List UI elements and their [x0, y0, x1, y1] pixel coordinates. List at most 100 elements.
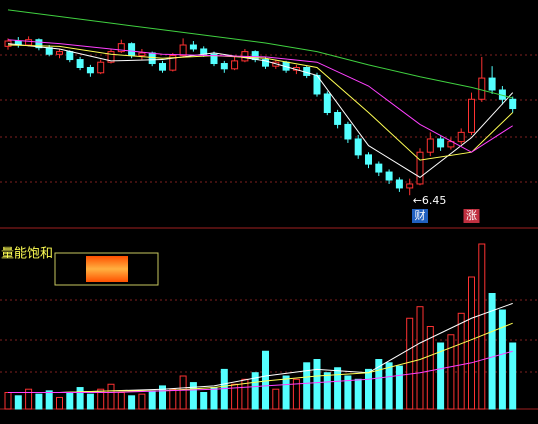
candle-body — [138, 52, 146, 57]
volume-bar — [97, 388, 105, 410]
volume-bar — [395, 365, 403, 410]
candle-body — [365, 154, 372, 165]
candle-body — [35, 39, 43, 49]
volume-bar — [303, 362, 311, 410]
tag: 涨 — [466, 209, 477, 222]
volume-bar — [272, 388, 280, 410]
volume-bar — [478, 243, 486, 410]
volume-bar — [354, 378, 362, 410]
volume-bar — [437, 342, 445, 410]
saturation-box — [54, 252, 159, 286]
ma-line — [8, 302, 513, 393]
volume-bar — [509, 342, 517, 410]
candle-body — [128, 43, 136, 57]
volume-bar — [169, 388, 177, 410]
candle-body — [231, 60, 239, 70]
volume-bar — [200, 392, 208, 410]
volume-bar — [4, 392, 12, 410]
volume-bar — [128, 395, 136, 410]
volume-bar — [375, 359, 383, 410]
candle-body — [251, 51, 259, 61]
volume-bar — [457, 312, 465, 410]
candle-body — [107, 51, 115, 63]
candle-body — [45, 47, 53, 55]
volume-bar — [323, 372, 331, 410]
candle-body — [385, 171, 393, 181]
volume-bar — [35, 393, 43, 410]
candle-body — [354, 138, 362, 156]
volume-bar — [25, 388, 33, 410]
volume-bar — [56, 396, 63, 410]
ma-line — [7, 9, 513, 99]
volume-bar — [241, 378, 249, 410]
candle-body — [509, 98, 517, 110]
volume-bar — [107, 383, 115, 410]
candle-body — [189, 44, 197, 50]
volume-bar — [262, 350, 269, 410]
volume-bar — [468, 276, 475, 410]
volume-bar — [251, 372, 259, 410]
candle-body — [86, 67, 94, 74]
candle-body — [406, 183, 414, 189]
candle-body — [478, 77, 486, 100]
candle-body — [437, 138, 445, 148]
volume-bar — [179, 375, 187, 410]
candle-body — [488, 77, 496, 91]
candle-body — [179, 44, 187, 57]
volume-bar — [189, 382, 197, 410]
volume-bar — [344, 375, 352, 410]
volume-bar — [334, 367, 342, 410]
volume-bar — [416, 306, 424, 410]
candle-body — [159, 63, 166, 71]
volume-bar — [210, 387, 218, 410]
volume-bar — [292, 378, 300, 410]
volume-bar — [148, 390, 156, 410]
candle-body — [334, 112, 342, 125]
candle-body — [344, 123, 352, 140]
volume-bar — [313, 359, 321, 410]
volume-bar — [426, 326, 434, 410]
volume-bar — [45, 390, 53, 410]
tag-box — [463, 209, 480, 223]
ma-line — [8, 322, 513, 393]
volume-bar — [86, 393, 94, 410]
plot: ←6.45财 涨 — [4, 9, 517, 410]
volume-bar — [447, 334, 455, 410]
candle-body — [56, 51, 63, 55]
volume-bar — [385, 362, 393, 410]
volume-bar — [14, 395, 22, 410]
volume-bar — [282, 375, 290, 410]
candle-body — [468, 98, 475, 133]
candle-body — [220, 63, 228, 70]
grid — [0, 54, 538, 373]
volume-bar — [231, 383, 239, 410]
candle-body — [375, 163, 383, 173]
ma-line — [8, 350, 513, 393]
volume-bar — [66, 392, 74, 410]
volume-bar — [159, 385, 166, 410]
ma-line — [7, 43, 514, 178]
candle-body — [169, 55, 177, 71]
tag-box — [412, 209, 428, 223]
volume-bar — [406, 317, 414, 410]
candle-body — [426, 138, 434, 153]
candle-body — [210, 53, 218, 65]
volume-bar — [138, 393, 146, 410]
volume-bar — [488, 293, 496, 410]
volume-bar — [365, 368, 372, 410]
volume-bar — [498, 309, 506, 410]
candle-body — [66, 51, 74, 61]
volume-bar — [117, 392, 125, 410]
volume-title: 量能饱和 — [1, 247, 53, 262]
candle-body — [262, 59, 269, 67]
candle-body — [97, 61, 105, 74]
candle-body — [148, 52, 156, 65]
candle-body — [76, 59, 84, 68]
candle-body — [323, 93, 331, 113]
ma-line — [7, 44, 514, 161]
candle-body — [117, 43, 125, 53]
saturation-fill — [86, 256, 128, 282]
candle-body — [25, 39, 33, 46]
